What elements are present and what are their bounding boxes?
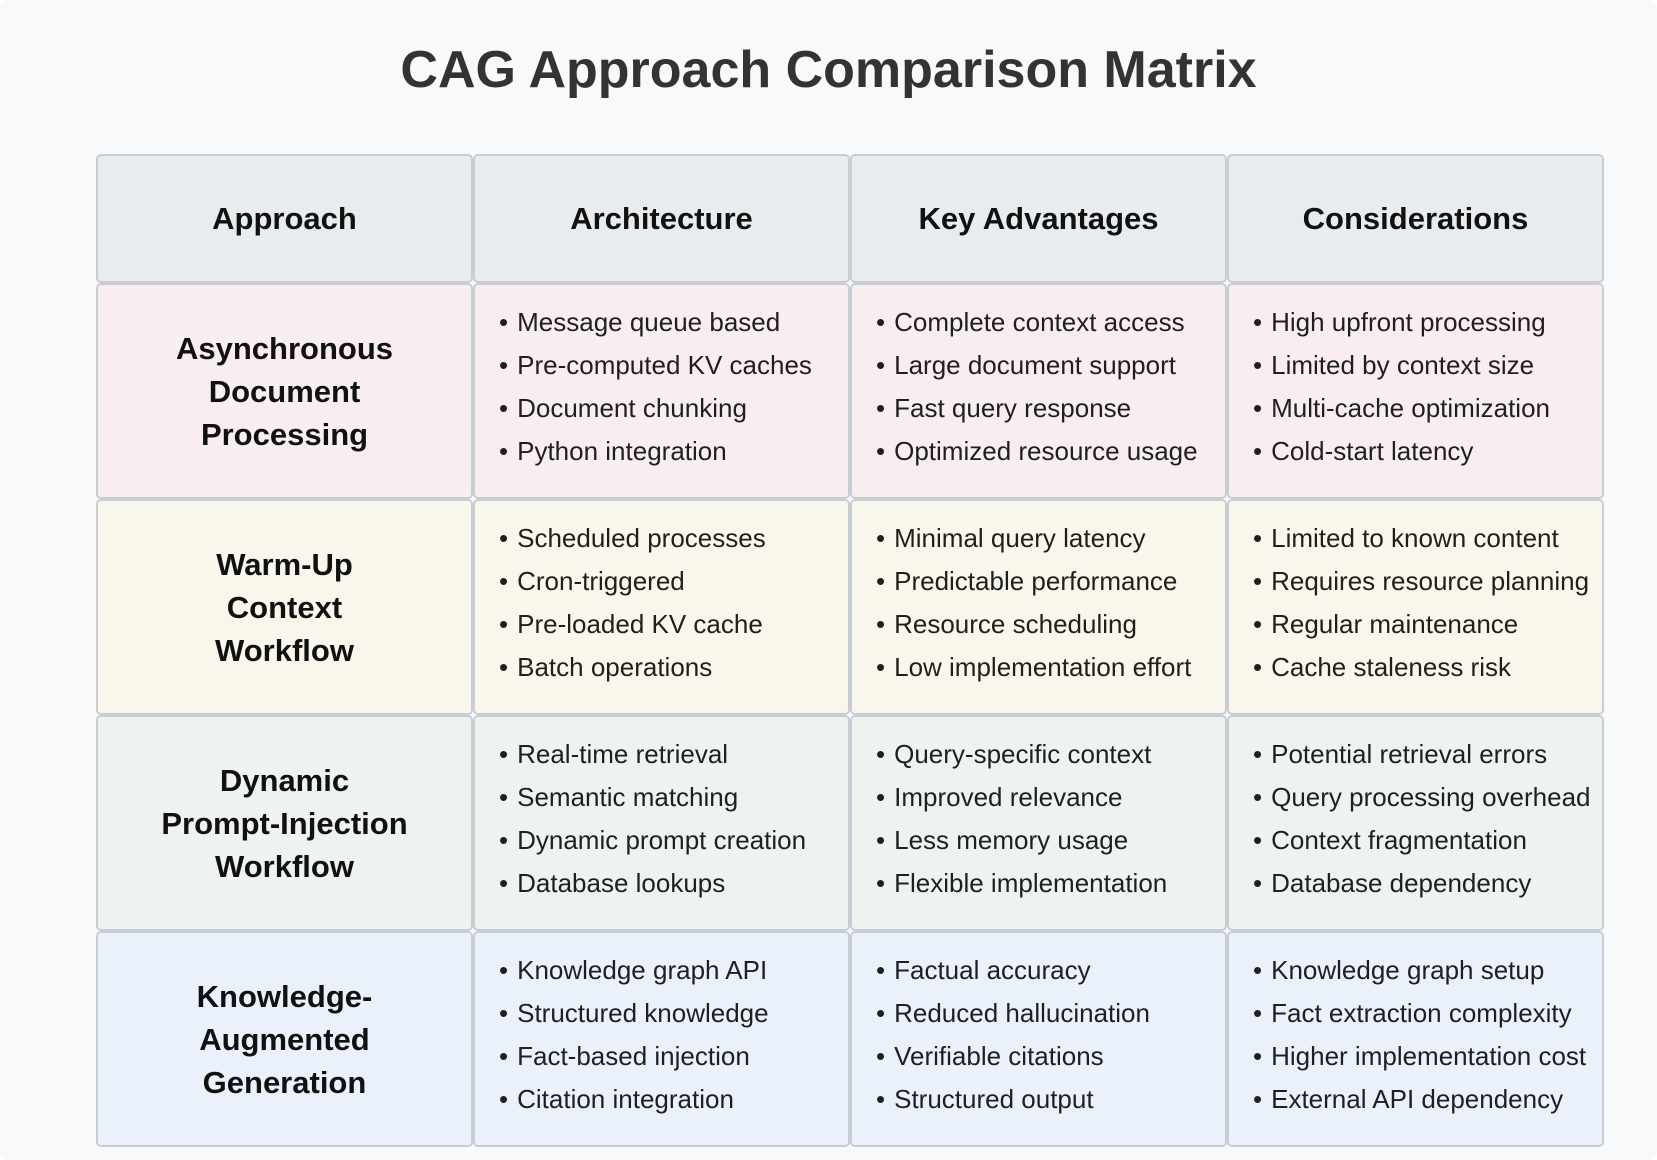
- list-item: Limited to known content: [1253, 517, 1602, 560]
- list-item: Query processing overhead: [1253, 776, 1602, 819]
- header-approach: Approach: [96, 154, 473, 283]
- considerations-cell: Limited to known content Requires resour…: [1227, 499, 1604, 715]
- list-item: Pre-computed KV caches: [499, 344, 848, 387]
- list-item: Higher implementation cost: [1253, 1035, 1602, 1078]
- list-item: Minimal query latency: [876, 517, 1225, 560]
- list-item: Structured output: [876, 1078, 1225, 1121]
- approach-cell: Asynchronous Document Processing: [96, 283, 473, 499]
- considerations-cell: High upfront processing Limited by conte…: [1227, 283, 1604, 499]
- page-title: CAG Approach Comparison Matrix: [400, 41, 1257, 99]
- advantages-cell: Minimal query latency Predictable perfor…: [850, 499, 1227, 715]
- approach-label-line: Workflow: [215, 848, 354, 884]
- list-item: Factual accuracy: [876, 949, 1225, 992]
- list-item: Verifiable citations: [876, 1035, 1225, 1078]
- approach-label-line: Context: [226, 589, 343, 625]
- list-item: Low implementation effort: [876, 646, 1225, 689]
- list-item: Reduced hallucination: [876, 992, 1225, 1035]
- approach-label-line: Warm-Up: [216, 546, 353, 582]
- list-item: Fact-based injection: [499, 1035, 848, 1078]
- list-item: Flexible implementation: [876, 862, 1225, 905]
- list-item: Structured knowledge: [499, 992, 848, 1035]
- approach-label-line: Processing: [200, 416, 369, 452]
- list-item: Knowledge graph setup: [1253, 949, 1602, 992]
- list-item: Query-specific context: [876, 733, 1225, 776]
- architecture-cell: Knowledge graph API Structured knowledge…: [473, 931, 850, 1147]
- approach-label-line: Document: [208, 373, 361, 409]
- list-item: Pre-loaded KV cache: [499, 603, 848, 646]
- list-item: Improved relevance: [876, 776, 1225, 819]
- list-item: Regular maintenance: [1253, 603, 1602, 646]
- list-item: High upfront processing: [1253, 301, 1602, 344]
- approach-label-line: Prompt-Injection: [161, 805, 408, 841]
- list-item: Requires resource planning: [1253, 560, 1602, 603]
- list-item: Context fragmentation: [1253, 819, 1602, 862]
- list-item: Database dependency: [1253, 862, 1602, 905]
- approach-label-line: Dynamic: [219, 762, 350, 798]
- list-item: Fast query response: [876, 387, 1225, 430]
- approach-cell: Warm-Up Context Workflow: [96, 499, 473, 715]
- approach-label-line: Knowledge-: [196, 978, 373, 1014]
- comparison-matrix: Approach Architecture Key Advantages Con…: [96, 154, 1604, 1147]
- list-item: Less memory usage: [876, 819, 1225, 862]
- approach-label-line: Augmented: [199, 1021, 370, 1057]
- list-item: Potential retrieval errors: [1253, 733, 1602, 776]
- header-architecture: Architecture: [473, 154, 850, 283]
- list-item: Large document support: [876, 344, 1225, 387]
- header-considerations: Considerations: [1227, 154, 1604, 283]
- list-item: Database lookups: [499, 862, 848, 905]
- list-item: Fact extraction complexity: [1253, 992, 1602, 1035]
- considerations-cell: Potential retrieval errors Query process…: [1227, 715, 1604, 931]
- header-key-advantages: Key Advantages: [850, 154, 1227, 283]
- list-item: Optimized resource usage: [876, 430, 1225, 473]
- architecture-cell: Real-time retrieval Semantic matching Dy…: [473, 715, 850, 931]
- list-item: Message queue based: [499, 301, 848, 344]
- list-item: Dynamic prompt creation: [499, 819, 848, 862]
- approach-label-line: Generation: [202, 1064, 367, 1100]
- list-item: Scheduled processes: [499, 517, 848, 560]
- advantages-cell: Query-specific context Improved relevanc…: [850, 715, 1227, 931]
- list-item: Knowledge graph API: [499, 949, 848, 992]
- advantages-cell: Complete context access Large document s…: [850, 283, 1227, 499]
- list-item: Cache staleness risk: [1253, 646, 1602, 689]
- approach-cell: Knowledge- Augmented Generation: [96, 931, 473, 1147]
- approach-label-line: Workflow: [215, 632, 354, 668]
- architecture-cell: Message queue based Pre-computed KV cach…: [473, 283, 850, 499]
- list-item: Complete context access: [876, 301, 1225, 344]
- list-item: Batch operations: [499, 646, 848, 689]
- list-item: Semantic matching: [499, 776, 848, 819]
- list-item: Cron-triggered: [499, 560, 848, 603]
- list-item: Resource scheduling: [876, 603, 1225, 646]
- list-item: External API dependency: [1253, 1078, 1602, 1121]
- list-item: Multi-cache optimization: [1253, 387, 1602, 430]
- list-item: Real-time retrieval: [499, 733, 848, 776]
- advantages-cell: Factual accuracy Reduced hallucination V…: [850, 931, 1227, 1147]
- list-item: Predictable performance: [876, 560, 1225, 603]
- list-item: Python integration: [499, 430, 848, 473]
- list-item: Document chunking: [499, 387, 848, 430]
- list-item: Citation integration: [499, 1078, 848, 1121]
- list-item: Limited by context size: [1253, 344, 1602, 387]
- considerations-cell: Knowledge graph setup Fact extraction co…: [1227, 931, 1604, 1147]
- approach-cell: Dynamic Prompt-Injection Workflow: [96, 715, 473, 931]
- list-item: Cold-start latency: [1253, 430, 1602, 473]
- approach-label-line: Asynchronous: [175, 330, 394, 366]
- architecture-cell: Scheduled processes Cron-triggered Pre-l…: [473, 499, 850, 715]
